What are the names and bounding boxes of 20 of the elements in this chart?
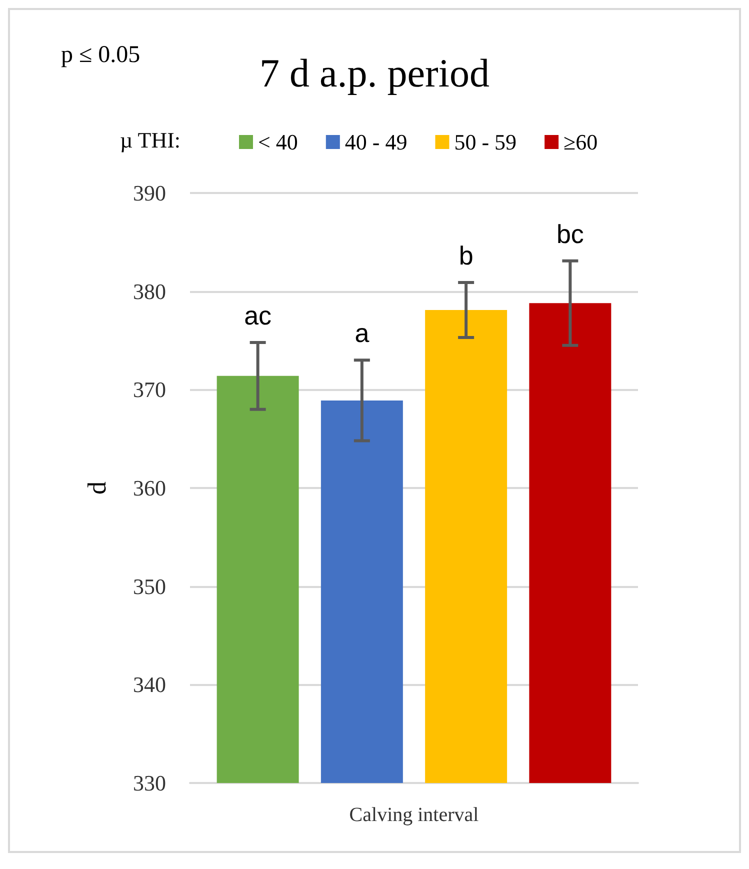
legend-label: 40 - 49 bbox=[344, 130, 408, 154]
data-label: bc bbox=[556, 218, 584, 249]
y-axis-title: d bbox=[82, 482, 112, 494]
y-tick-label: 360 bbox=[133, 476, 166, 500]
data-label: ac bbox=[244, 300, 272, 330]
legend-label: 50 - 59 bbox=[454, 130, 517, 154]
text: p ≤ 0.05 bbox=[61, 42, 140, 68]
y-tick-label: 370 bbox=[133, 377, 166, 402]
x-axis-title: Calving interval bbox=[349, 804, 480, 826]
chart-title: 7 d a.p. period bbox=[260, 50, 490, 96]
legend-label: ≥60 bbox=[564, 130, 598, 154]
data-label: a bbox=[354, 318, 370, 348]
y-tick-label: 380 bbox=[133, 278, 166, 304]
y-tick-label: 390 bbox=[133, 180, 166, 206]
legend-label: < 40 bbox=[258, 130, 298, 154]
legend-title: µ THI: bbox=[120, 128, 181, 152]
data-label: b bbox=[458, 240, 474, 270]
y-tick-label: 350 bbox=[133, 574, 166, 599]
y-tick-label: 330 bbox=[133, 770, 166, 796]
y-tick-label: 340 bbox=[133, 672, 166, 698]
